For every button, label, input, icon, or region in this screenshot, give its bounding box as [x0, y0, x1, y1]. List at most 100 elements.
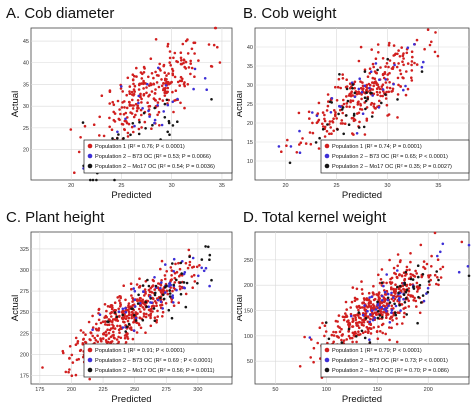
data-point	[154, 291, 157, 295]
data-point	[321, 125, 325, 128]
data-point	[351, 99, 355, 103]
data-point	[376, 43, 380, 46]
data-point	[68, 368, 71, 371]
data-point	[113, 337, 116, 340]
data-point	[181, 77, 184, 81]
data-point	[149, 297, 152, 300]
legend-entry: Population 2 – Mo17 OC (R² = 0.35; P = 0…	[332, 164, 452, 170]
data-point	[384, 78, 387, 81]
data-point	[372, 292, 375, 295]
data-point	[171, 296, 175, 300]
data-point	[330, 97, 334, 100]
data-point	[170, 316, 174, 320]
data-point	[330, 333, 334, 337]
data-point	[385, 316, 388, 319]
data-point	[98, 313, 102, 316]
data-point	[421, 294, 425, 297]
data-point	[369, 317, 372, 321]
x-tick-label: 20	[68, 183, 74, 189]
y-tick-label: 35	[247, 64, 253, 70]
data-point	[193, 67, 197, 71]
data-point	[370, 115, 374, 118]
data-point	[376, 83, 380, 86]
data-point	[355, 322, 358, 325]
data-point	[81, 121, 85, 124]
data-point	[106, 305, 110, 308]
data-point	[361, 292, 364, 295]
data-point	[138, 316, 142, 319]
data-point	[172, 304, 176, 307]
data-point	[189, 62, 192, 65]
data-point	[417, 275, 420, 279]
data-point	[109, 335, 113, 339]
data-point	[130, 90, 134, 94]
data-point	[160, 259, 164, 263]
data-point	[142, 290, 145, 293]
data-point	[161, 310, 165, 314]
data-point	[395, 65, 399, 69]
data-point	[183, 271, 187, 274]
data-point	[400, 46, 403, 49]
data-point	[186, 266, 190, 270]
data-point	[381, 73, 385, 77]
data-point	[196, 282, 199, 285]
data-point	[371, 81, 374, 84]
data-point	[207, 245, 210, 249]
data-point	[79, 136, 82, 139]
data-point	[361, 81, 364, 84]
data-point	[379, 330, 382, 333]
data-point	[377, 51, 380, 54]
data-point	[118, 118, 121, 122]
data-point	[321, 321, 324, 325]
scatter-plot-plant-height: 175 200 225 250 275 300 175 200 225 250 275 300 325 C…	[6, 209, 233, 405]
data-point	[397, 49, 400, 52]
data-point	[119, 87, 123, 90]
data-point	[172, 283, 175, 287]
data-point	[126, 116, 129, 119]
data-point	[372, 65, 375, 69]
data-point	[345, 102, 349, 105]
data-point	[407, 293, 410, 296]
data-point	[127, 322, 131, 326]
data-point	[127, 313, 131, 317]
data-point	[376, 93, 379, 97]
data-point	[301, 137, 304, 140]
data-point	[357, 92, 361, 95]
x-tick-label: 25	[333, 183, 339, 189]
data-point	[172, 270, 175, 273]
data-point	[119, 112, 122, 116]
data-point	[83, 124, 87, 128]
data-point	[197, 59, 200, 62]
data-point	[163, 89, 167, 92]
data-point	[362, 87, 365, 90]
data-point	[162, 82, 165, 85]
data-point	[214, 26, 218, 30]
data-point	[385, 306, 388, 310]
data-point	[317, 147, 321, 150]
data-point	[151, 123, 154, 127]
data-point	[136, 298, 139, 301]
data-point	[142, 312, 146, 315]
y-axis-label: Actual	[237, 295, 245, 321]
data-point	[181, 42, 185, 46]
data-point	[167, 119, 171, 123]
data-point	[412, 287, 416, 290]
data-point	[126, 131, 130, 135]
data-point	[123, 320, 126, 324]
data-point	[341, 77, 345, 80]
data-point	[163, 71, 166, 74]
data-point	[360, 306, 364, 309]
data-point	[157, 66, 160, 70]
data-point	[339, 122, 343, 125]
data-point	[379, 94, 382, 98]
data-point	[370, 314, 374, 317]
data-point	[203, 77, 207, 80]
legend-marker	[324, 347, 330, 353]
data-point	[390, 281, 394, 284]
data-point	[156, 315, 159, 318]
data-point	[154, 284, 158, 288]
x-axis-label: Predicted	[111, 190, 151, 201]
data-point	[167, 308, 171, 312]
data-point	[137, 127, 141, 131]
data-point	[130, 287, 133, 291]
